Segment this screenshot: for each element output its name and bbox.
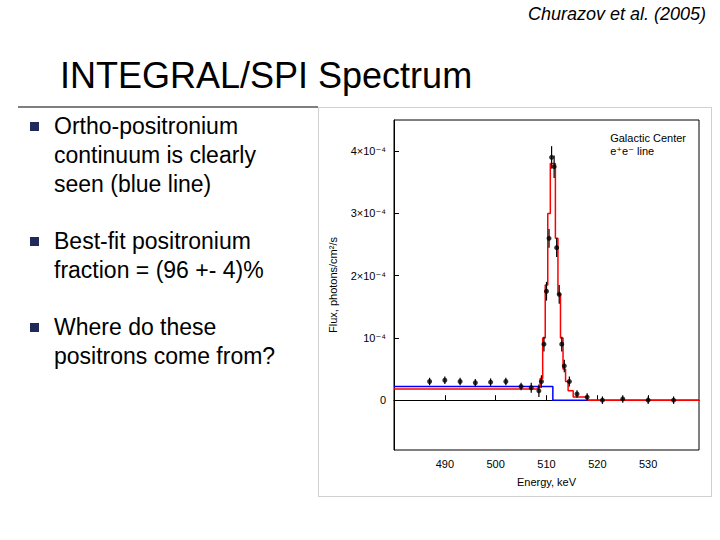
svg-text:500: 500 (486, 458, 504, 470)
svg-text:490: 490 (436, 458, 454, 470)
svg-text:Energy, keV: Energy, keV (517, 476, 577, 488)
svg-text:510: 510 (537, 458, 555, 470)
svg-text:3×10⁻⁴: 3×10⁻⁴ (351, 207, 387, 219)
svg-text:4×10⁻⁴: 4×10⁻⁴ (351, 145, 387, 157)
html-text:Churazov et al. (2005): Churazov et al. (2005) (527, 4, 706, 24)
html-text:Ortho-positronium continuum is: Ortho-positronium continuum is clearly s… (54, 113, 256, 197)
svg-text:530: 530 (639, 458, 657, 470)
svg-text:2×10⁻⁴: 2×10⁻⁴ (351, 270, 387, 282)
svg-text:Galactic Center: Galactic Center (610, 132, 686, 144)
svg-text:520: 520 (588, 458, 606, 470)
svg-text:Flux, photons/cm²/s: Flux, photons/cm²/s (327, 237, 339, 333)
svg-text:10⁻⁴: 10⁻⁴ (363, 332, 386, 344)
html-text:Where do these positrons come: Where do these positrons come from? (54, 314, 276, 369)
svg-text:e⁺e⁻ line: e⁺e⁻ line (610, 145, 654, 157)
html-text:Best-fit positronium fraction: Best-fit positronium fraction = (96 +- 4… (54, 228, 264, 283)
svg-text:0: 0 (380, 394, 386, 406)
html-text:INTEGRAL/SPI Spectrum: INTEGRAL/SPI Spectrum (60, 55, 473, 96)
